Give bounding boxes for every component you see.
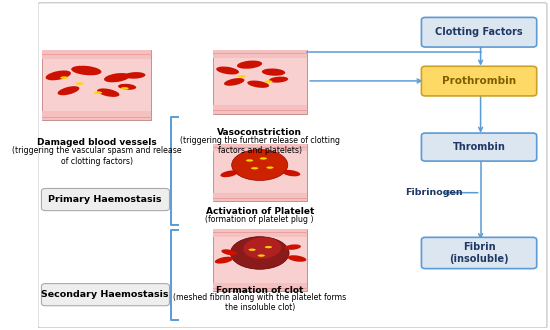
FancyBboxPatch shape [42, 50, 151, 120]
Text: Vasoconstriction: Vasoconstriction [217, 128, 302, 137]
Ellipse shape [216, 67, 239, 75]
Ellipse shape [230, 237, 289, 269]
FancyBboxPatch shape [212, 144, 307, 151]
Text: (triggering the further release of clotting
factors and platelets): (triggering the further release of clott… [180, 136, 340, 155]
FancyBboxPatch shape [212, 229, 307, 291]
Ellipse shape [120, 87, 129, 90]
Ellipse shape [237, 60, 262, 69]
FancyBboxPatch shape [212, 50, 307, 114]
Text: Formation of clot: Formation of clot [216, 285, 304, 295]
Text: Activation of Platelet: Activation of Platelet [206, 207, 314, 216]
FancyBboxPatch shape [421, 66, 537, 96]
Text: Fibrinogen: Fibrinogen [405, 188, 463, 197]
Ellipse shape [238, 75, 246, 78]
Ellipse shape [232, 149, 288, 181]
FancyBboxPatch shape [421, 133, 537, 161]
Ellipse shape [251, 167, 258, 169]
Ellipse shape [94, 91, 102, 94]
Ellipse shape [215, 257, 233, 264]
FancyBboxPatch shape [212, 50, 307, 58]
Ellipse shape [246, 159, 253, 162]
Ellipse shape [60, 76, 69, 79]
FancyBboxPatch shape [41, 188, 169, 211]
FancyBboxPatch shape [212, 229, 307, 237]
Ellipse shape [288, 255, 306, 262]
FancyBboxPatch shape [212, 193, 307, 201]
Text: Fibrin
(insoluble): Fibrin (insoluble) [449, 242, 509, 264]
Ellipse shape [249, 248, 256, 251]
FancyBboxPatch shape [421, 17, 537, 47]
Ellipse shape [124, 72, 145, 79]
Ellipse shape [58, 86, 79, 95]
Ellipse shape [269, 77, 288, 82]
Ellipse shape [97, 88, 119, 97]
Text: Damaged blood vessels: Damaged blood vessels [37, 138, 156, 147]
Ellipse shape [262, 69, 285, 76]
Text: Secondary Haemostasis: Secondary Haemostasis [41, 290, 169, 299]
FancyBboxPatch shape [38, 3, 547, 328]
Ellipse shape [248, 81, 269, 88]
FancyBboxPatch shape [212, 144, 307, 201]
Ellipse shape [282, 170, 300, 176]
Text: Prothrombin: Prothrombin [442, 76, 516, 86]
Ellipse shape [224, 78, 244, 86]
Text: Thrombin: Thrombin [453, 142, 505, 152]
FancyBboxPatch shape [421, 237, 537, 269]
FancyBboxPatch shape [42, 111, 151, 120]
FancyBboxPatch shape [212, 105, 307, 114]
Ellipse shape [104, 73, 130, 82]
Ellipse shape [266, 166, 273, 169]
Ellipse shape [243, 237, 281, 259]
Text: (meshed fibrin along with the platelet forms
the insoluble clot): (meshed fibrin along with the platelet f… [173, 293, 346, 313]
Text: Clotting Factors: Clotting Factors [435, 27, 523, 37]
Ellipse shape [285, 245, 301, 250]
Ellipse shape [221, 170, 238, 177]
FancyBboxPatch shape [42, 50, 151, 59]
Ellipse shape [258, 254, 265, 257]
Text: (triggering the vascular spasm and release
of clotting factors): (triggering the vascular spasm and relea… [12, 146, 182, 166]
Text: (formation of platelet plug ): (formation of platelet plug ) [206, 215, 314, 224]
Ellipse shape [118, 84, 136, 90]
Ellipse shape [265, 246, 272, 248]
FancyBboxPatch shape [212, 283, 307, 291]
Ellipse shape [265, 80, 272, 83]
FancyBboxPatch shape [41, 283, 169, 306]
Ellipse shape [221, 249, 237, 255]
Ellipse shape [71, 66, 101, 75]
Text: Primary Haemostasis: Primary Haemostasis [48, 195, 162, 204]
Ellipse shape [75, 82, 84, 85]
Ellipse shape [46, 71, 71, 80]
Ellipse shape [260, 157, 267, 160]
